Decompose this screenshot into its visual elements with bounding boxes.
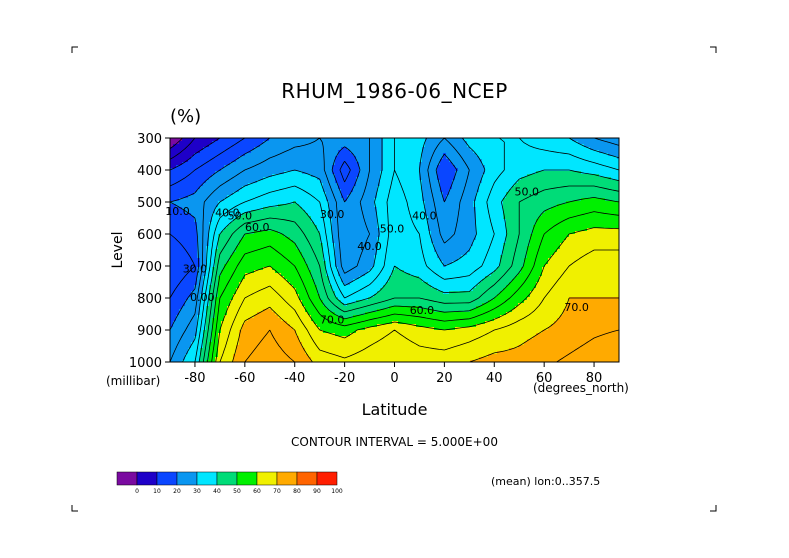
x-tick-label: 20: [436, 371, 453, 386]
corner-mark: [71, 46, 78, 53]
contour-label: 40.0: [412, 210, 437, 223]
colorbar-swatch: [316, 471, 338, 486]
colorbar-swatch: [276, 471, 298, 486]
y-tick-label: 1000: [129, 356, 162, 371]
colorbar-swatch: [216, 471, 238, 486]
colorbar-tick-label: 100: [331, 488, 343, 495]
colorbar-tick-label: 70: [273, 488, 281, 495]
contour-interval-note: CONTOUR INTERVAL = 5.000E+00: [291, 435, 498, 449]
colorbar-swatch: [156, 471, 178, 486]
contour-label: 0.00: [190, 291, 215, 304]
colorbar-tick-label: 40: [213, 488, 221, 495]
x-tick-label: -20: [334, 371, 355, 386]
colorbar-tick-label: 90: [313, 488, 321, 495]
colorbar-tick-label: 0: [135, 488, 139, 495]
unit-label: (%): [170, 106, 202, 127]
chart-title: RHUM_1986-06_NCEP: [281, 79, 508, 103]
corner-mark: [71, 505, 78, 512]
colorbar-tick-label: 60: [253, 488, 261, 495]
contour-label: 40.0: [357, 240, 382, 253]
contour-label: 60.0: [410, 304, 435, 317]
y-tick-label: 800: [137, 292, 162, 307]
x-tick-label: -60: [234, 371, 255, 386]
x-tick-label: -80: [184, 371, 205, 386]
colorbar-swatch: [236, 471, 258, 486]
y-tick-label: 700: [137, 260, 162, 275]
contour-lines: [169, 137, 620, 363]
x-axis-unit: (degrees_north): [533, 381, 629, 395]
colorbar-swatch: [256, 471, 278, 486]
contour-label: 10.0: [165, 205, 190, 218]
y-tick-label: 900: [137, 324, 162, 339]
x-tick-label: 40: [486, 371, 503, 386]
contour-field: [170, 138, 620, 363]
corner-mark: [710, 46, 717, 53]
contour-label: 50.0: [380, 222, 405, 235]
contour-label: 60.0: [245, 221, 270, 234]
contour-label: 50.0: [228, 210, 253, 223]
y-tick-label: 400: [137, 164, 162, 179]
x-tick-label: -40: [284, 371, 305, 386]
colorbar-swatch: [136, 471, 158, 486]
y-axis-label: Level: [110, 231, 126, 269]
contour-label: 70.0: [564, 301, 589, 314]
contour-label: 30.0: [183, 262, 208, 275]
colorbar-tick-label: 20: [173, 488, 181, 495]
contour-label: 70.0: [320, 314, 345, 327]
colorbar-swatch: [116, 471, 138, 486]
x-tick-label: 60: [536, 371, 553, 386]
x-axis-label: Latitude: [361, 400, 428, 419]
colorbar-tick-label: 30: [193, 488, 201, 495]
y-tick-label: 300: [137, 132, 162, 147]
contour-label: 40.0: [215, 206, 240, 219]
x-tick-label: 80: [586, 371, 603, 386]
colorbar-tick-label: 50: [233, 488, 241, 495]
colorbar-swatch: [176, 471, 198, 486]
x-tick-label: 0: [390, 371, 398, 386]
colorbar-swatch: [296, 471, 318, 486]
mean-longitude-note: (mean) lon:0..357.5: [491, 475, 601, 488]
colorbar-tick-label: 80: [293, 488, 301, 495]
corner-mark: [710, 505, 717, 512]
y-axis-unit: (millibar): [106, 374, 161, 388]
contour-label: 50.0: [514, 186, 539, 199]
y-tick-label: 500: [137, 196, 162, 211]
colorbar-swatch: [196, 471, 218, 486]
colorbar-tick-label: 10: [153, 488, 161, 495]
y-tick-label: 600: [137, 228, 162, 243]
contour-label: 30.0: [320, 208, 345, 221]
